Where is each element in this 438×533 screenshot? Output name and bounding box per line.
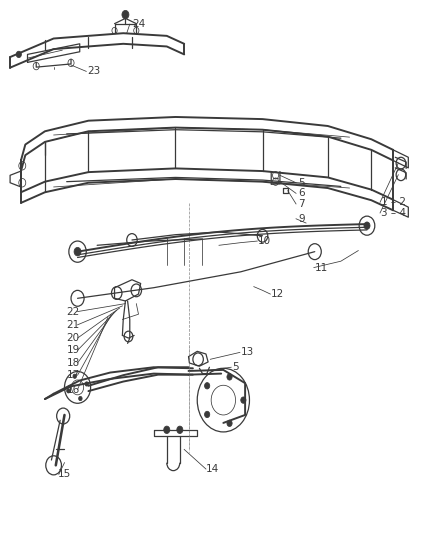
Text: 20: 20 (67, 333, 80, 343)
Text: 3 – 4: 3 – 4 (381, 208, 406, 218)
Circle shape (241, 397, 246, 403)
Text: 14: 14 (206, 464, 219, 474)
Text: 5: 5 (232, 362, 239, 372)
Text: 17: 17 (67, 370, 80, 380)
Circle shape (16, 51, 21, 58)
Text: 10: 10 (258, 236, 271, 246)
Circle shape (122, 11, 129, 19)
Text: 22: 22 (67, 306, 80, 317)
Circle shape (79, 397, 82, 401)
Circle shape (177, 426, 183, 433)
Circle shape (364, 222, 370, 229)
Text: 21: 21 (67, 320, 80, 330)
Circle shape (205, 383, 210, 389)
Circle shape (227, 374, 232, 380)
Text: 13: 13 (241, 348, 254, 358)
Text: 6: 6 (298, 188, 305, 198)
Text: 24: 24 (132, 19, 145, 29)
Circle shape (227, 420, 232, 426)
Text: 7: 7 (298, 199, 305, 209)
Circle shape (74, 247, 81, 256)
Circle shape (85, 382, 88, 386)
Circle shape (73, 374, 77, 378)
Circle shape (164, 426, 170, 433)
Circle shape (67, 389, 70, 393)
Text: 11: 11 (315, 263, 328, 272)
Text: 19: 19 (67, 345, 80, 356)
Text: 18: 18 (67, 358, 80, 368)
Text: 16: 16 (67, 384, 80, 394)
Text: 23: 23 (88, 67, 101, 76)
Text: 12: 12 (271, 289, 284, 299)
Circle shape (205, 411, 210, 418)
Text: 9: 9 (298, 214, 305, 224)
Text: 5: 5 (298, 177, 305, 188)
Text: 1 – 2: 1 – 2 (381, 197, 406, 207)
Text: 15: 15 (58, 470, 71, 479)
